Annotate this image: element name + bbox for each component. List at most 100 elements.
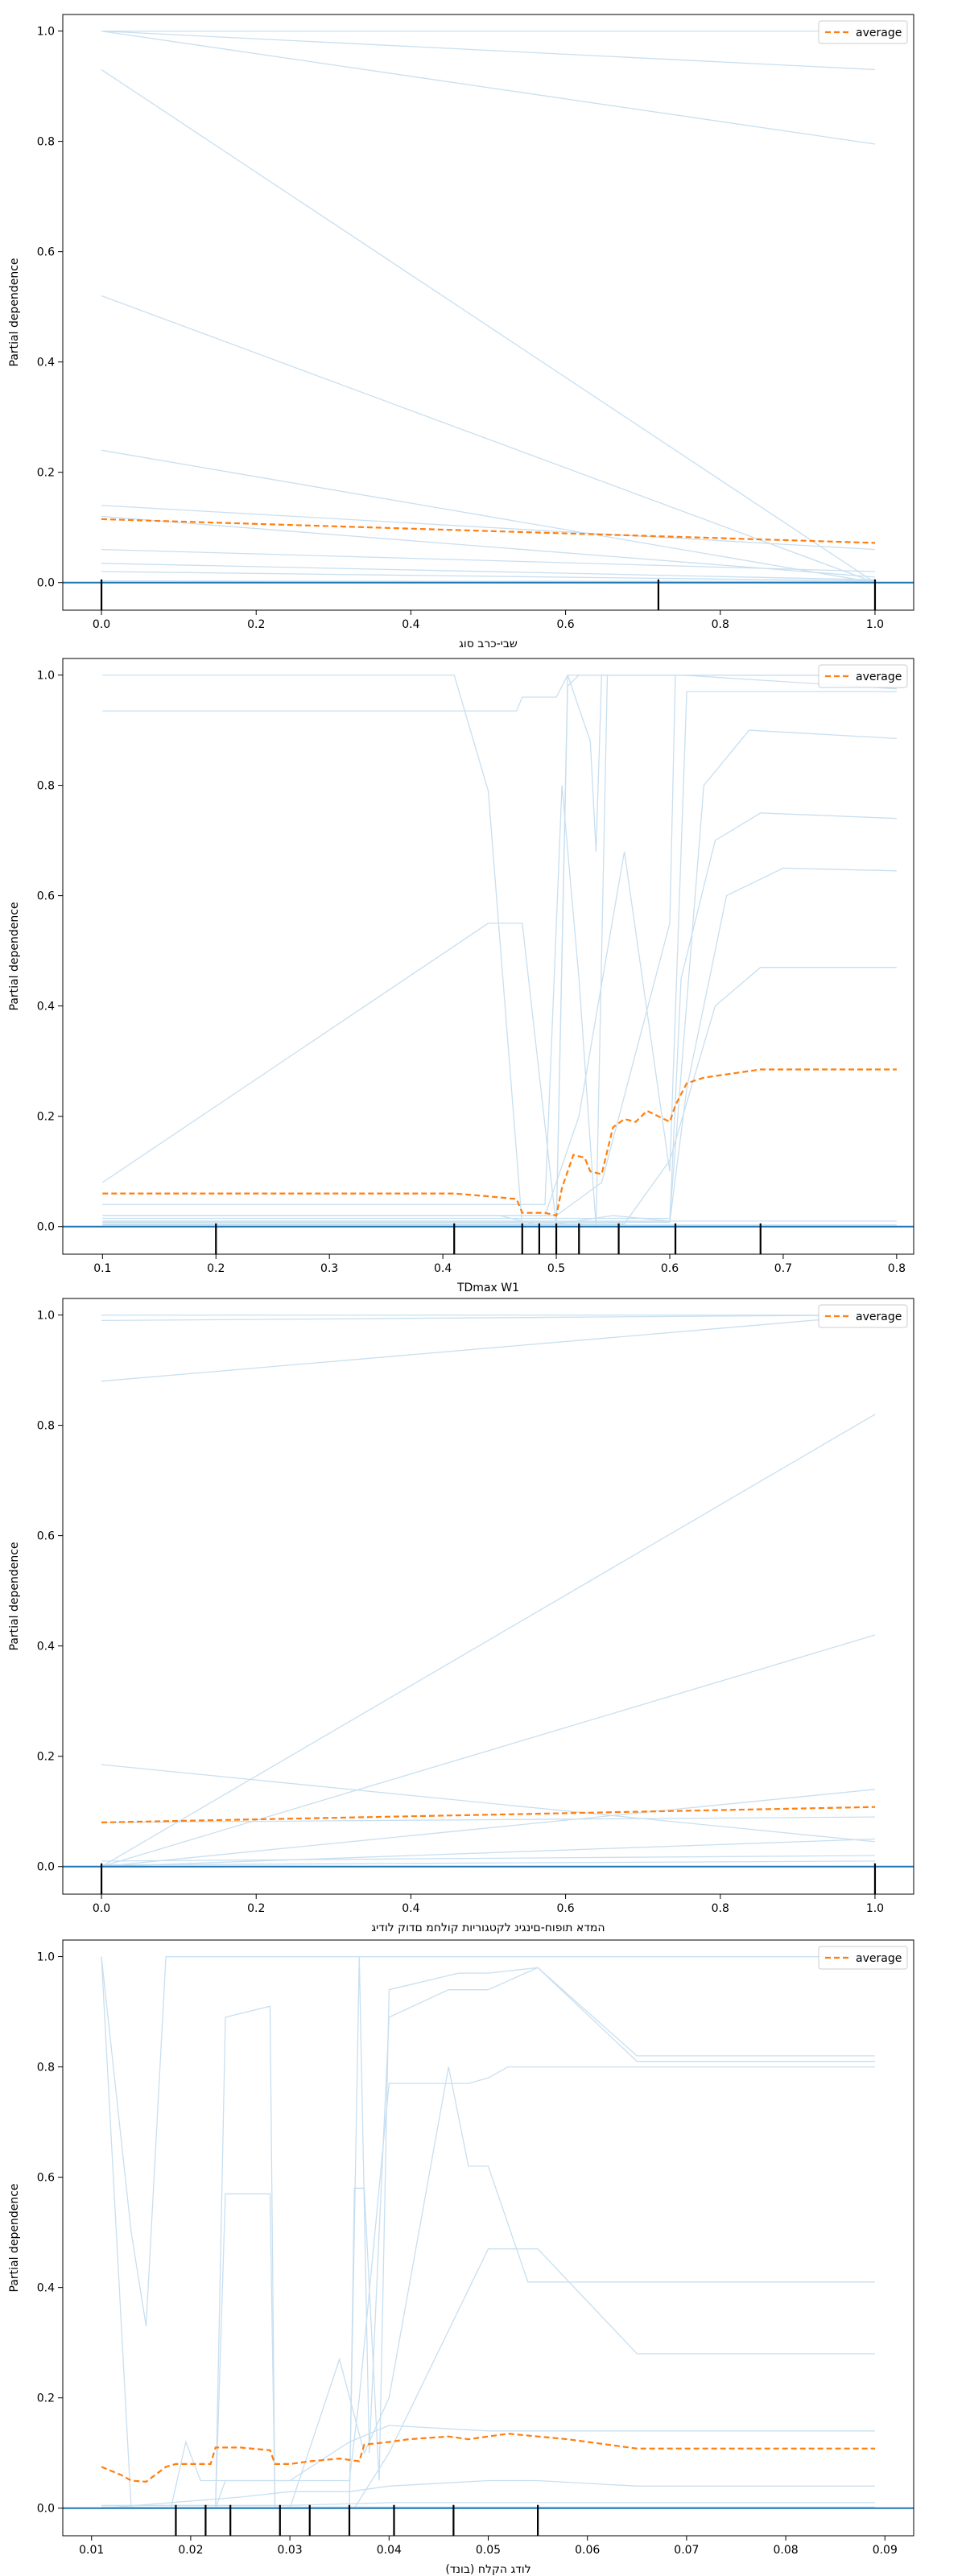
ice-line-9: [101, 1838, 876, 1868]
y-tick-label: 0.4: [37, 357, 55, 369]
y-tick-label: 1.0: [37, 670, 55, 683]
x-tick-label: 0.8: [712, 618, 729, 631]
y-tick-label: 0.8: [37, 2062, 55, 2074]
y-tick-label: 0.6: [37, 246, 55, 259]
legend-box: [818, 20, 908, 44]
x-tick-label: 0.6: [556, 618, 574, 631]
x-tick-label: 0.3: [320, 1262, 338, 1275]
ice-line-7: [101, 2248, 875, 2509]
x-tick-label: 0.2: [247, 1902, 265, 1915]
plot-area: [63, 1314, 914, 1868]
plot-area: [63, 1955, 914, 2509]
x-axis-label: לודג הקלח (בונד): [445, 2563, 530, 2576]
ice-line-2: [102, 674, 897, 712]
x-tick-label: 0.4: [434, 1262, 452, 1275]
ice-line-11: [101, 1860, 876, 1866]
x-tick-label: 0.2: [207, 1262, 225, 1275]
ice-line-6: [101, 449, 876, 584]
average-line: [102, 1068, 897, 1217]
x-tick-label: 0.0: [93, 618, 110, 631]
legend-box: [818, 1946, 908, 1970]
x-tick-label: 1.0: [866, 1902, 884, 1915]
ice-line-7: [101, 1789, 876, 1868]
y-tick-label: 0.4: [37, 1641, 55, 1653]
ice-line-4: [101, 1956, 875, 2509]
y-tick-label: 0.2: [37, 2392, 55, 2405]
y-tick-label: 0.4: [37, 1001, 55, 1013]
ice-line-7: [101, 505, 876, 551]
y-tick-label: 0.8: [37, 780, 55, 793]
x-axis-label: המדא תופוח-םינגינ לקטגוריות קולחמ םדוק ל…: [371, 1922, 605, 1934]
x-tick-label: 0.08: [773, 2544, 798, 2557]
ice-line-5: [101, 295, 876, 584]
y-tick-label: 0.8: [37, 1420, 55, 1433]
ice-line-9: [101, 2479, 875, 2509]
ice-line-3: [101, 674, 897, 1227]
ice-line-8: [101, 2425, 875, 2509]
x-tick-label: 0.07: [674, 2544, 699, 2557]
ice-line-1: [101, 1955, 875, 2326]
ice-line-9: [101, 548, 876, 572]
legend-label: average: [856, 27, 902, 39]
ice-line-12: [101, 580, 876, 583]
x-tick-label: 0.4: [402, 1902, 419, 1915]
y-tick-label: 1.0: [37, 1951, 55, 1964]
x-tick-label: 0.8: [712, 1902, 729, 1915]
x-tick-label: 1.0: [866, 618, 884, 631]
ice-line-3: [101, 1314, 876, 1382]
legend-label: average: [856, 671, 902, 683]
legend-label: average: [856, 1311, 902, 1323]
y-axis-label: Partial dependence: [8, 258, 21, 366]
legend-label: average: [856, 1952, 902, 1965]
y-tick-label: 0.2: [37, 467, 55, 480]
ice-line-8: [101, 1816, 876, 1823]
y-axis-label: Partial dependence: [8, 1542, 21, 1650]
ice-line-3: [101, 1967, 875, 2509]
x-tick-label: 0.5: [547, 1262, 565, 1275]
ice-line-4: [101, 1414, 876, 1868]
y-tick-label: 0.4: [37, 2282, 55, 2295]
ice-line-10: [101, 2502, 875, 2506]
pd-panel-4: 0.01 0.02 0.03 0.04 0.05 0.06 0.07 0.08 0.09 0.0 0…: [8, 1939, 914, 2576]
ice-line-6: [101, 2066, 875, 2509]
y-tick-label: 0.6: [37, 890, 55, 903]
axes-frame: [62, 1939, 914, 2537]
x-tick-label: 0.1: [93, 1262, 111, 1275]
y-tick-label: 0.2: [37, 1111, 55, 1124]
y-tick-label: 0.6: [37, 1530, 55, 1543]
plot-area: [63, 30, 914, 584]
axes-frame: [62, 1298, 914, 1895]
y-tick-label: 0.6: [37, 2172, 55, 2185]
x-tick-label: 0.0: [93, 1902, 110, 1915]
x-tick-label: 0.2: [247, 618, 265, 631]
ice-line-8: [102, 812, 897, 1222]
ice-line-5: [101, 1634, 876, 1868]
ice-line-6: [101, 1764, 876, 1843]
x-tick-label: 0.6: [661, 1262, 679, 1275]
x-tick-label: 0.06: [575, 2544, 600, 2557]
x-tick-label: 0.05: [476, 2544, 501, 2557]
x-tick-label: 0.03: [278, 2544, 303, 2557]
x-tick-label: 0.4: [402, 618, 419, 631]
ice-line-10: [102, 967, 897, 1224]
x-tick-label: 0.7: [774, 1262, 792, 1275]
x-tick-label: 0.8: [888, 1262, 906, 1275]
average-line: [101, 1806, 876, 1823]
y-tick-label: 0.2: [37, 1751, 55, 1764]
ice-line-10: [101, 563, 876, 580]
y-axis-label: Partial dependence: [8, 902, 21, 1010]
pd-panel-1: 0.0 0.2 0.4 0.6 0.8 1.0 0.0 0.2 0.4 0.6 0.8 1.0 שבי-…: [8, 14, 914, 650]
legend: average: [818, 664, 908, 688]
ice-line-3: [101, 30, 876, 145]
y-tick-label: 0.0: [37, 1861, 55, 1874]
x-tick-label: 0.04: [377, 2544, 402, 2557]
legend-box: [818, 1304, 908, 1328]
legend: average: [818, 1946, 908, 1970]
x-tick-label: 0.6: [556, 1902, 574, 1915]
x-tick-label: 0.09: [873, 2544, 898, 2557]
ice-line-2: [101, 1314, 876, 1322]
legend-box: [818, 664, 908, 688]
pd-panel-2: 0.1 0.2 0.3 0.4 0.5 0.6 0.7 0.8 0.0 0.2 0.4 0.6 0.8 1…: [8, 658, 914, 1294]
axes-frame: [62, 658, 914, 1255]
